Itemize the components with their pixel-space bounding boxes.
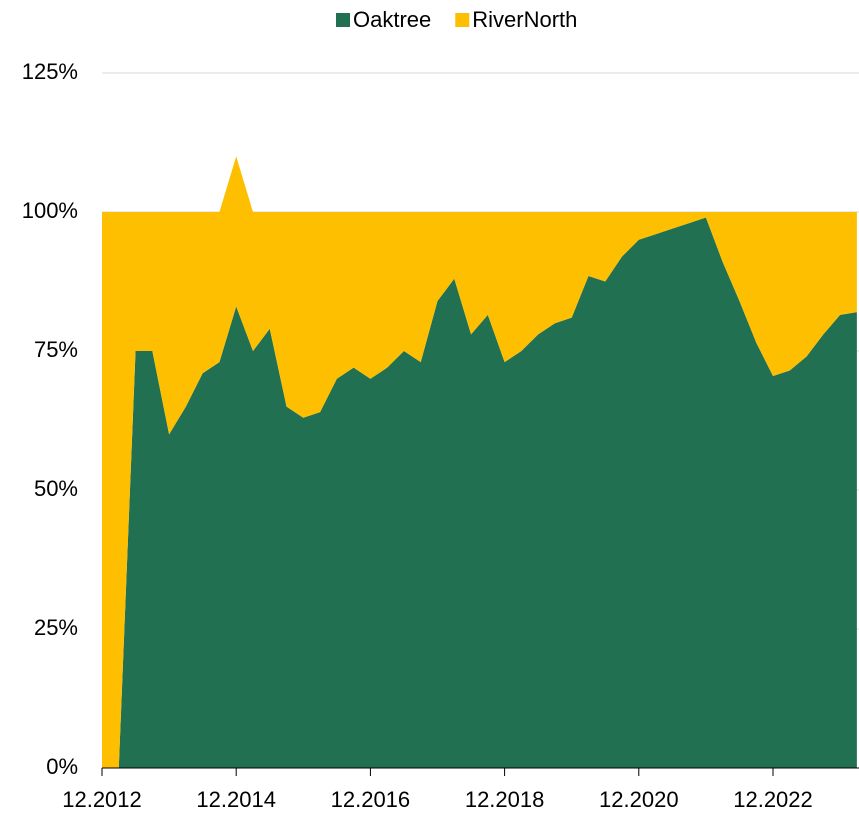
y-tick-label: 0% bbox=[46, 754, 78, 779]
y-tick-label: 25% bbox=[34, 615, 78, 640]
x-tick-label: 12.2018 bbox=[465, 787, 545, 812]
x-tick-label: 12.2020 bbox=[599, 787, 679, 812]
legend-label: Oaktree bbox=[353, 7, 431, 32]
legend-swatch bbox=[336, 13, 350, 27]
y-tick-label: 50% bbox=[34, 476, 78, 501]
area bbox=[102, 217, 857, 768]
y-tick-label: 125% bbox=[22, 59, 78, 84]
legend-label: RiverNorth bbox=[472, 7, 577, 32]
x-tick-label: 12.2022 bbox=[733, 787, 813, 812]
legend-swatch bbox=[455, 13, 470, 27]
x-tick-label: 12.2012 bbox=[62, 787, 142, 812]
y-tick-label: 100% bbox=[22, 198, 78, 223]
x-tick-label: 12.2014 bbox=[196, 787, 276, 812]
area bbox=[102, 156, 857, 768]
y-tick-label: 75% bbox=[34, 337, 78, 362]
x-tick-label: 12.2016 bbox=[331, 787, 411, 812]
